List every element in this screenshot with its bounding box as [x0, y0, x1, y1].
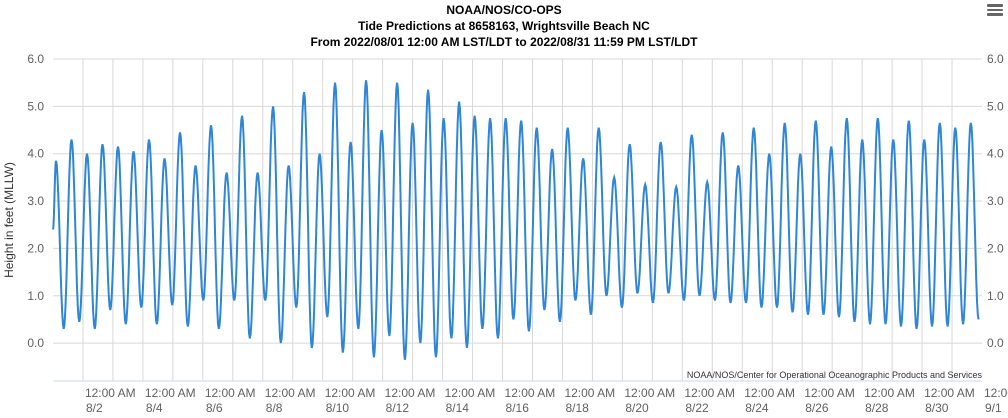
- x-tick-date: 8/30: [925, 401, 949, 415]
- x-tick-date: 8/2: [86, 401, 103, 415]
- y-tick-label: 5.0: [27, 99, 44, 113]
- y-tick-label: 2.0: [27, 241, 44, 255]
- y-tick-label-right: 6.0: [987, 52, 1004, 66]
- x-tick-time: 12:00 AM: [265, 386, 316, 400]
- y-axis-label: Height in feet (MLLW): [2, 162, 16, 278]
- title-range: From 2022/08/01 12:00 AM LST/LDT to 2022…: [310, 35, 698, 49]
- x-tick-date: 8/14: [446, 401, 470, 415]
- x-tick-date: 8/18: [565, 401, 589, 415]
- x-tick-date: 8/4: [146, 401, 163, 415]
- tide-series-line: [52, 80, 980, 360]
- x-tick-time: 12:00 AM: [145, 386, 196, 400]
- x-tick-time: 12:00 AM: [744, 386, 795, 400]
- y-tick-label: 1.0: [27, 289, 44, 303]
- hamburger-menu-icon[interactable]: [986, 2, 1004, 18]
- x-tick-date: 8/24: [745, 401, 769, 415]
- x-tick-date: 8/22: [685, 401, 709, 415]
- y-tick-label-right: 2.0: [987, 241, 1004, 255]
- y-tick-label-right: 1.0: [987, 289, 1004, 303]
- y-tick-label-right: 5.0: [987, 99, 1004, 113]
- x-tick-time: 12:00 AM: [385, 386, 436, 400]
- menu-bar: [987, 4, 1003, 7]
- x-tick-time: 12:00 AM: [864, 386, 915, 400]
- x-tick-date: 8/8: [266, 401, 283, 415]
- x-tick-time: 12:00 AM: [85, 386, 136, 400]
- y-axis-left: 6.0 5.0 4.0 3.0 2.0 1.0 0.0: [27, 52, 44, 350]
- x-tick-date: 8/12: [386, 401, 410, 415]
- credit-text: NOAA/NOS/Center for Operational Oceanogr…: [687, 370, 983, 380]
- title-station: Tide Predictions at 8658163, Wrightsvill…: [358, 19, 650, 33]
- x-tick-time: 12:00 AM: [445, 386, 496, 400]
- x-tick-date: 9/1: [985, 401, 1002, 415]
- x-tick-date: 8/6: [206, 401, 223, 415]
- x-axis: 12:00 AM8/212:00 AM8/412:00 AM8/612:00 A…: [85, 386, 1008, 415]
- y-tick-label: 0.0: [27, 336, 44, 350]
- x-tick-time: 12:00 AM: [984, 386, 1008, 400]
- y-tick-label-right: 3.0: [987, 194, 1004, 208]
- x-tick-date: 8/26: [805, 401, 829, 415]
- x-tick-time: 12:00 AM: [325, 386, 376, 400]
- x-tick-time: 12:00 AM: [924, 386, 975, 400]
- title-agency: NOAA/NOS/CO-OPS: [446, 3, 562, 17]
- menu-bar: [987, 8, 1003, 11]
- menu-bar: [987, 13, 1003, 16]
- x-tick-date: 8/28: [865, 401, 889, 415]
- x-tick-time: 12:00 AM: [505, 386, 556, 400]
- chart-title: NOAA/NOS/CO-OPS Tide Predictions at 8658…: [0, 2, 1008, 50]
- y-tick-label-right: 0.0: [987, 336, 1004, 350]
- x-tick-date: 8/16: [506, 401, 530, 415]
- x-tick-date: 8/10: [326, 401, 350, 415]
- x-tick-time: 12:00 AM: [205, 386, 256, 400]
- x-tick-date: 8/20: [625, 401, 649, 415]
- x-tick-time: 12:00 AM: [804, 386, 855, 400]
- y-axis-right: 6.0 5.0 4.0 3.0 2.0 1.0 0.0: [987, 52, 1004, 350]
- x-tick-time: 12:00 AM: [684, 386, 735, 400]
- y-tick-label-right: 4.0: [987, 147, 1004, 161]
- x-tick-time: 12:00 AM: [624, 386, 675, 400]
- y-tick-label: 3.0: [27, 194, 44, 208]
- x-tick-time: 12:00 AM: [564, 386, 615, 400]
- y-tick-label: 4.0: [27, 147, 44, 161]
- y-tick-label: 6.0: [27, 52, 44, 66]
